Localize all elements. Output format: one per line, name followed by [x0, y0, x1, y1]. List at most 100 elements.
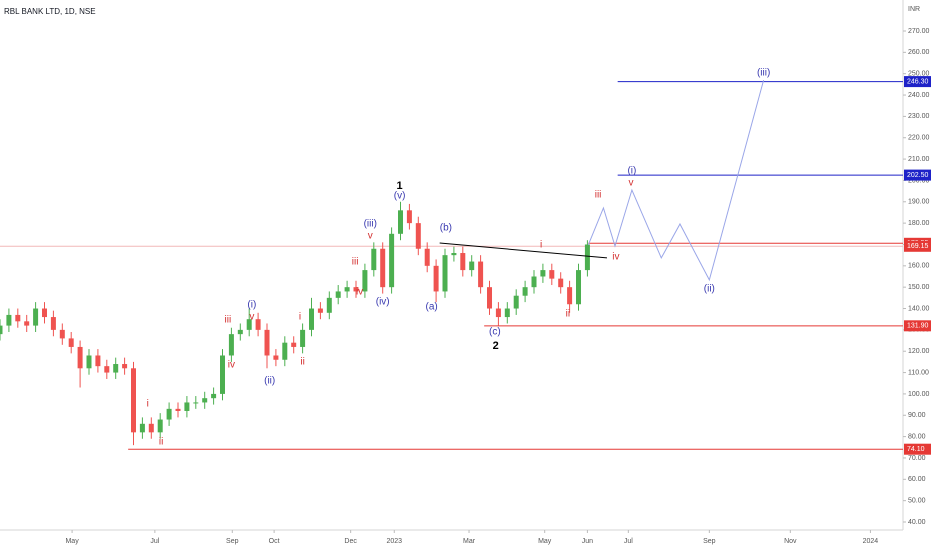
- candle-body: [50, 317, 56, 330]
- y-tick-label: 140.00: [908, 305, 930, 312]
- wave-label: i: [540, 240, 542, 251]
- candle-body: [113, 364, 119, 373]
- wave-label: (ii): [704, 284, 715, 295]
- trend-line: [439, 242, 608, 259]
- wave-label: (a): [426, 302, 438, 313]
- candle-body: [264, 329, 270, 356]
- y-tick-label: 270.00: [908, 28, 930, 35]
- x-tick-label: Dec: [344, 538, 357, 545]
- candle-body: [202, 398, 208, 403]
- candle-body: [389, 233, 395, 288]
- y-tick-label: 40.00: [908, 519, 926, 526]
- y-tick-label: 150.00: [908, 284, 930, 291]
- candle-body: [371, 248, 377, 271]
- candle-body: [433, 265, 439, 292]
- candle-body: [353, 287, 359, 292]
- y-tick-label: 120.00: [908, 348, 930, 355]
- candle-body: [122, 364, 128, 369]
- price-box: [904, 169, 931, 181]
- x-tick-label: 2023: [386, 538, 402, 545]
- candle-body: [86, 355, 92, 369]
- y-tick-label: 240.00: [908, 92, 930, 99]
- candle-body: [157, 419, 163, 433]
- wave-label: v: [249, 312, 254, 323]
- candle-body: [228, 334, 234, 356]
- wave-label: i: [299, 312, 301, 323]
- wave-label: iii: [352, 257, 359, 268]
- candle-body: [513, 295, 519, 309]
- wave-label: (c): [489, 327, 501, 338]
- wave-label: ii: [159, 437, 163, 448]
- x-tick-label: May: [538, 538, 552, 545]
- wave-label: v: [368, 231, 373, 242]
- candle-body: [309, 308, 315, 330]
- y-tick-label: 220.00: [908, 135, 930, 142]
- price-box-label: 74.10: [907, 446, 925, 453]
- candle-body: [460, 253, 466, 271]
- y-tick-label: 160.00: [908, 263, 930, 270]
- x-tick-label: Jul: [624, 538, 633, 545]
- price-box: [904, 320, 931, 332]
- wave-label: (i): [627, 166, 636, 177]
- wave-label: (iii): [364, 219, 377, 230]
- y-tick-label: 180.00: [908, 220, 930, 227]
- price-box-label: 131.90: [907, 323, 929, 330]
- wave-label: iv: [228, 360, 235, 371]
- candle-body: [68, 338, 74, 347]
- candle-body: [237, 329, 243, 335]
- wave-label: iv: [356, 287, 363, 298]
- candle-body: [42, 308, 48, 318]
- wave-label: 2: [493, 340, 499, 352]
- wave-label: 1: [397, 180, 403, 192]
- candle-body: [33, 308, 39, 326]
- candle-body: [478, 261, 484, 288]
- candle-body: [184, 402, 190, 411]
- projection-path: [587, 79, 765, 282]
- candle-body: [139, 423, 145, 433]
- candle-body: [344, 287, 350, 292]
- wave-label: iii: [595, 190, 602, 201]
- wave-label: (iv): [376, 297, 390, 308]
- candle-body: [549, 270, 555, 279]
- candle-body: [300, 329, 306, 347]
- y-tick-label: 250.00: [908, 71, 930, 78]
- y-tick-label: 90.00: [908, 412, 926, 419]
- y-tick-label: 70.00: [908, 455, 926, 462]
- candle-body: [6, 314, 12, 326]
- candle-body: [175, 408, 181, 411]
- candle-body: [24, 321, 30, 326]
- x-tick-label: Mar: [463, 538, 476, 545]
- y-tick-label: 50.00: [908, 497, 926, 504]
- candle-body: [424, 248, 430, 266]
- candle-body: [567, 287, 573, 305]
- candle-body: [326, 297, 332, 313]
- candle-body: [451, 253, 457, 256]
- x-tick-label: Oct: [269, 538, 280, 545]
- y-tick-label: 60.00: [908, 476, 926, 483]
- wave-label: v: [629, 178, 634, 189]
- wave-label: i: [147, 399, 149, 410]
- candle-body: [0, 325, 3, 335]
- candle-body: [406, 210, 412, 224]
- currency-label: INR: [908, 6, 920, 13]
- candle-body: [469, 261, 475, 271]
- y-tick-label: 210.00: [908, 156, 930, 163]
- candle-body: [95, 355, 101, 367]
- y-tick-label: 230.00: [908, 113, 930, 120]
- candle-body: [487, 287, 493, 309]
- chart-title: RBL BANK LTD, 1D, NSE: [4, 7, 96, 16]
- candle-body: [398, 210, 404, 234]
- x-tick-label: Jun: [582, 538, 593, 545]
- candle-body: [166, 408, 172, 420]
- candle-body: [504, 308, 510, 318]
- x-tick-label: 2024: [863, 538, 879, 545]
- price-box: [904, 240, 931, 252]
- candle-body: [495, 308, 501, 318]
- candle-body: [558, 278, 564, 288]
- candle-body: [576, 270, 582, 305]
- y-tick-label: 190.00: [908, 199, 930, 206]
- candle-body: [335, 291, 341, 298]
- wave-label: iii: [225, 315, 232, 326]
